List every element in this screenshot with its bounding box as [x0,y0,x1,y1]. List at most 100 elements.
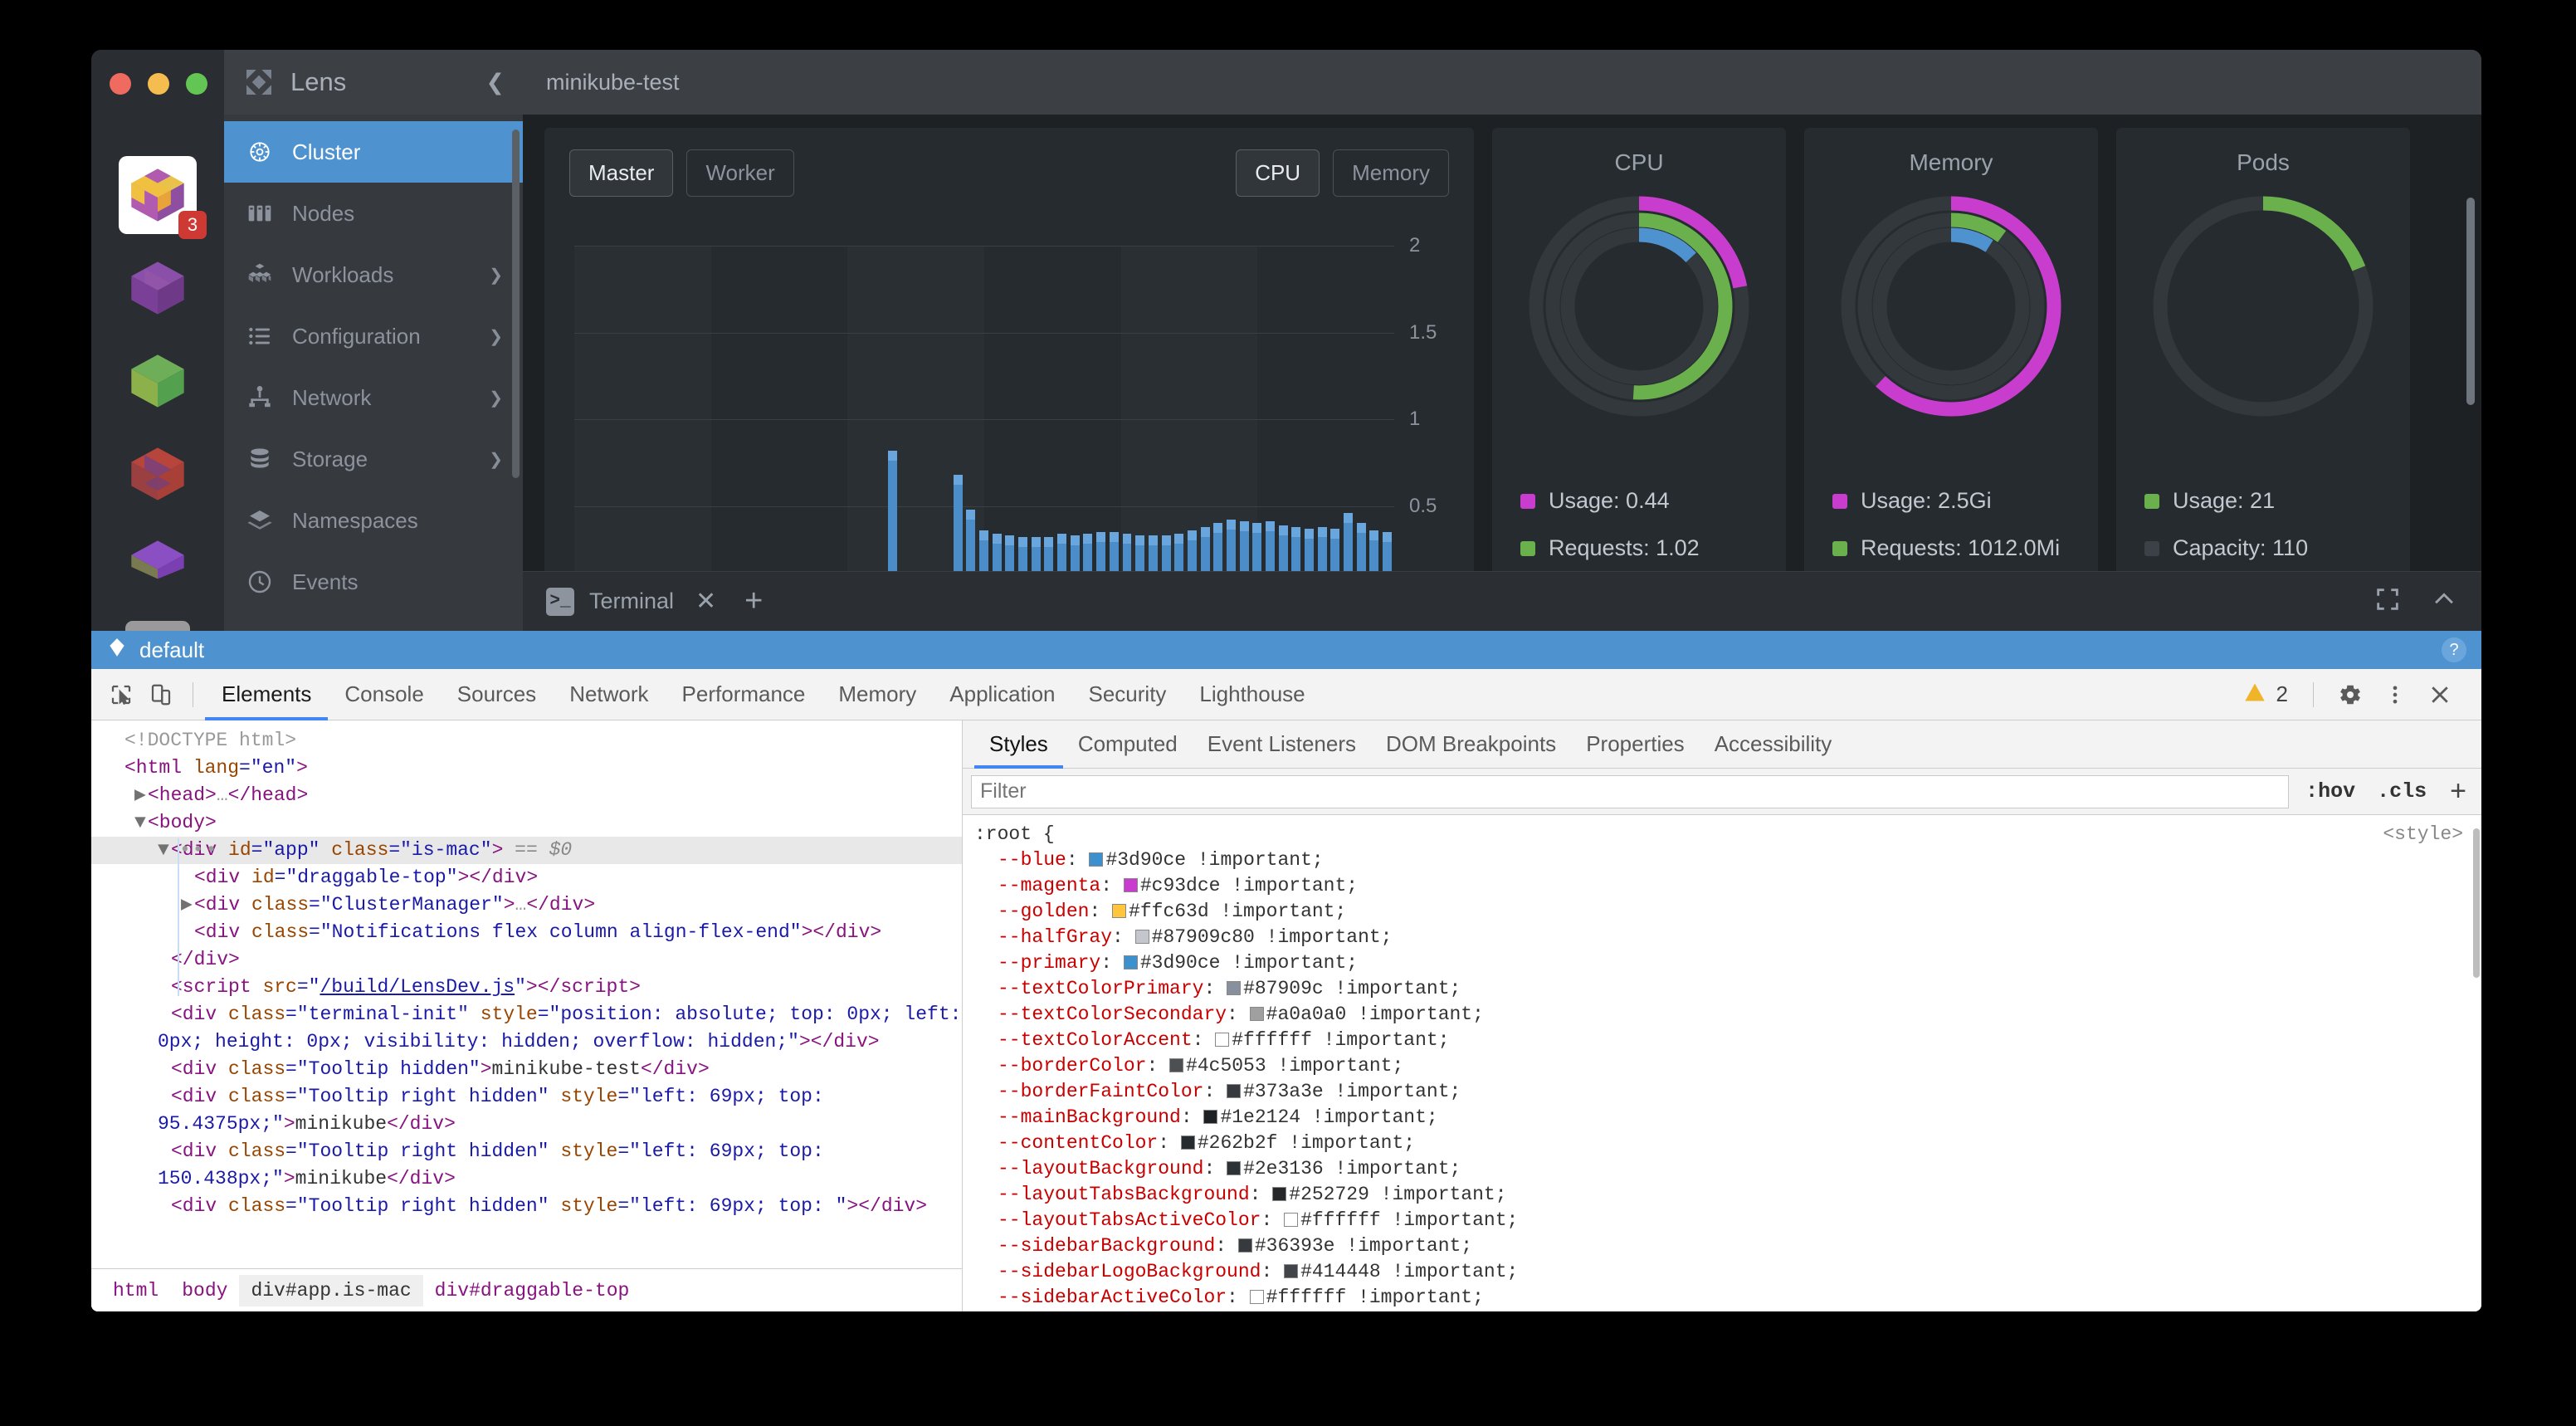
css-property[interactable]: --borderFaintColor: #373a3e !important; [998,1081,1461,1102]
css-selector[interactable]: :root { [974,823,1055,845]
css-property-name[interactable]: --sidebarActiveColor [998,1287,1227,1308]
dom-node-line[interactable]: ••• ▼<div id="app" class="is-mac"> == $0 [91,837,962,864]
color-swatch[interactable] [1089,852,1104,867]
css-property[interactable]: --halfGray: #87909c80 !important; [998,926,1393,948]
tab-properties[interactable]: Properties [1571,720,1700,769]
css-property-name[interactable]: --layoutTabsBackground [998,1184,1250,1205]
css-origin-label[interactable]: <style> [2383,823,2463,845]
chevron-down-icon[interactable]: ❯ [489,450,503,469]
css-property-value[interactable]: #262b2f !important; [1197,1132,1416,1154]
css-property-value[interactable]: #414448 !important; [1300,1261,1519,1282]
sidebar-item-configuration[interactable]: Configuration ❯ [224,305,523,367]
css-property-value[interactable]: #1e2124 !important; [1220,1106,1438,1128]
color-swatch[interactable] [1203,1110,1218,1124]
color-swatch[interactable] [1272,1187,1287,1201]
css-property-name[interactable]: --textColorSecondary [998,1004,1227,1025]
css-property-value[interactable]: #252729 !important; [1289,1184,1507,1205]
filter-input[interactable] [971,774,2290,808]
css-property-value[interactable]: #ffffff !important; [1300,1209,1519,1231]
warning-icon[interactable] [2243,681,2266,708]
dom-tree[interactable]: <!DOCTYPE html> <html lang="en"> ▶<head>…… [91,720,962,1268]
color-swatch[interactable] [1134,930,1149,944]
device-toolbar-icon[interactable] [141,675,181,715]
css-property[interactable]: --textColorPrimary: #87909c !important; [998,978,1461,999]
css-property-name[interactable]: --layoutTabsActiveColor [998,1209,1261,1231]
sidebar-item-storage[interactable]: Storage ❯ [224,428,523,490]
minimize-window-button[interactable] [148,73,169,95]
css-property-name[interactable]: --sidebarBackground [998,1235,1216,1257]
dom-node-line[interactable]: </div> [171,949,240,970]
css-property-name[interactable]: --textColorPrimary [998,978,1204,999]
css-property-name[interactable]: --magenta [998,875,1101,896]
worker-toggle-button[interactable]: Worker [686,149,794,197]
dom-node-line[interactable]: <div class="terminal-init" style="positi… [158,1004,962,1052]
color-swatch[interactable] [1284,1213,1299,1227]
tab-accessibility[interactable]: Accessibility [1700,720,1847,769]
css-property-name[interactable]: --borderFaintColor [998,1081,1204,1102]
dom-node-line[interactable]: <div id="draggable-top"></div> [194,867,539,888]
sidebar-item-namespaces[interactable]: Namespaces [224,490,523,551]
dom-node-line[interactable]: <div class="Notifications flex column al… [194,921,882,943]
cpu-toggle-button[interactable]: CPU [1236,149,1320,197]
tab-console[interactable]: Console [328,669,440,720]
chevron-down-icon[interactable]: ❯ [489,266,503,285]
tab-dom-breakpoints[interactable]: DOM Breakpoints [1371,720,1571,769]
css-property[interactable]: --sidebarActiveColor: #ffffff !important… [998,1287,1484,1308]
css-property-name[interactable]: --primary [998,952,1101,974]
css-property-name[interactable]: --golden [998,901,1090,922]
color-swatch[interactable] [1112,904,1127,918]
tab-computed[interactable]: Computed [1063,720,1193,769]
tab-performance[interactable]: Performance [666,669,822,720]
kebab-menu-icon[interactable] [2375,675,2415,715]
chevron-down-icon[interactable]: ❯ [489,388,503,408]
css-property-value[interactable]: #3d90ce !important; [1139,952,1359,974]
chevron-down-icon[interactable]: ❯ [489,327,503,346]
expand-icon[interactable] [2374,585,2402,618]
dom-node-line[interactable]: <html lang="en"> [124,757,308,779]
dom-node-line[interactable]: ▶<div class="ClusterManager">…</div> [181,894,596,916]
css-property-value[interactable]: #a0a0a0 !important; [1266,1004,1484,1025]
color-swatch[interactable] [1215,1033,1230,1047]
sidebar-item-nodes[interactable]: Nodes [224,183,523,244]
color-swatch[interactable] [1249,1290,1264,1304]
memory-toggle-button[interactable]: Memory [1333,149,1449,197]
css-property-name[interactable]: --mainBackground [998,1106,1181,1128]
dom-node-line[interactable]: <div class="Tooltip right hidden" style=… [158,1140,836,1189]
color-swatch[interactable] [1284,1264,1299,1278]
dom-node-line[interactable]: ▶<head>…</head> [134,784,309,806]
sidebar-item-workloads[interactable]: Workloads ❯ [224,244,523,305]
tab-security[interactable]: Security [1072,669,1183,720]
master-toggle-button[interactable]: Master [569,149,674,197]
chevron-left-icon[interactable]: ❮ [485,69,505,95]
css-property[interactable]: --textColorSecondary: #a0a0a0 !important… [998,1004,1484,1025]
breadcrumb-item-html[interactable]: html [113,1279,159,1301]
dom-node-line[interactable]: <div class="Tooltip right hidden" style=… [158,1086,836,1135]
breadcrumb-item-body[interactable]: body [182,1279,228,1301]
css-property-name[interactable]: --layoutBackground [998,1158,1204,1179]
css-property[interactable]: --sidebarLogoBackground: #414448 !import… [998,1261,1519,1282]
css-property[interactable]: --layoutBackground: #2e3136 !important; [998,1158,1461,1179]
dom-node-line[interactable]: <!DOCTYPE html> [124,730,297,751]
dashboard-scrollbar[interactable] [2466,198,2475,405]
css-property-name[interactable]: --blue [998,849,1066,871]
css-property[interactable]: --primary: #3d90ce !important; [998,952,1359,974]
css-property[interactable]: --contentColor: #262b2f !important; [998,1132,1416,1154]
close-icon[interactable]: ✕ [695,588,717,615]
color-swatch[interactable] [1227,1161,1242,1175]
tab-network[interactable]: Network [553,669,665,720]
tab-styles[interactable]: Styles [974,720,1063,769]
color-swatch[interactable] [1227,981,1242,995]
css-property-value[interactable]: #ffffff !important; [1266,1287,1484,1308]
dom-node-line[interactable]: <script src="/build/LensDev.js"></script… [171,976,641,998]
tab-memory[interactable]: Memory [822,669,933,720]
css-property-value[interactable]: #3d90ce !important; [1105,849,1324,871]
sidebar-item-cluster[interactable]: Cluster [224,121,523,183]
close-window-button[interactable] [110,73,131,95]
styles-scrollbar[interactable] [2473,828,2480,978]
color-swatch[interactable] [1180,1135,1195,1150]
css-property-value[interactable]: #36393e !important; [1254,1235,1473,1257]
sidebar-item-network[interactable]: Network ❯ [224,367,523,428]
add-cluster-button[interactable]: + [125,621,190,631]
css-property[interactable]: --magenta: #c93dce !important; [998,875,1359,896]
css-property-name[interactable]: --sidebarLogoBackground [998,1261,1261,1282]
